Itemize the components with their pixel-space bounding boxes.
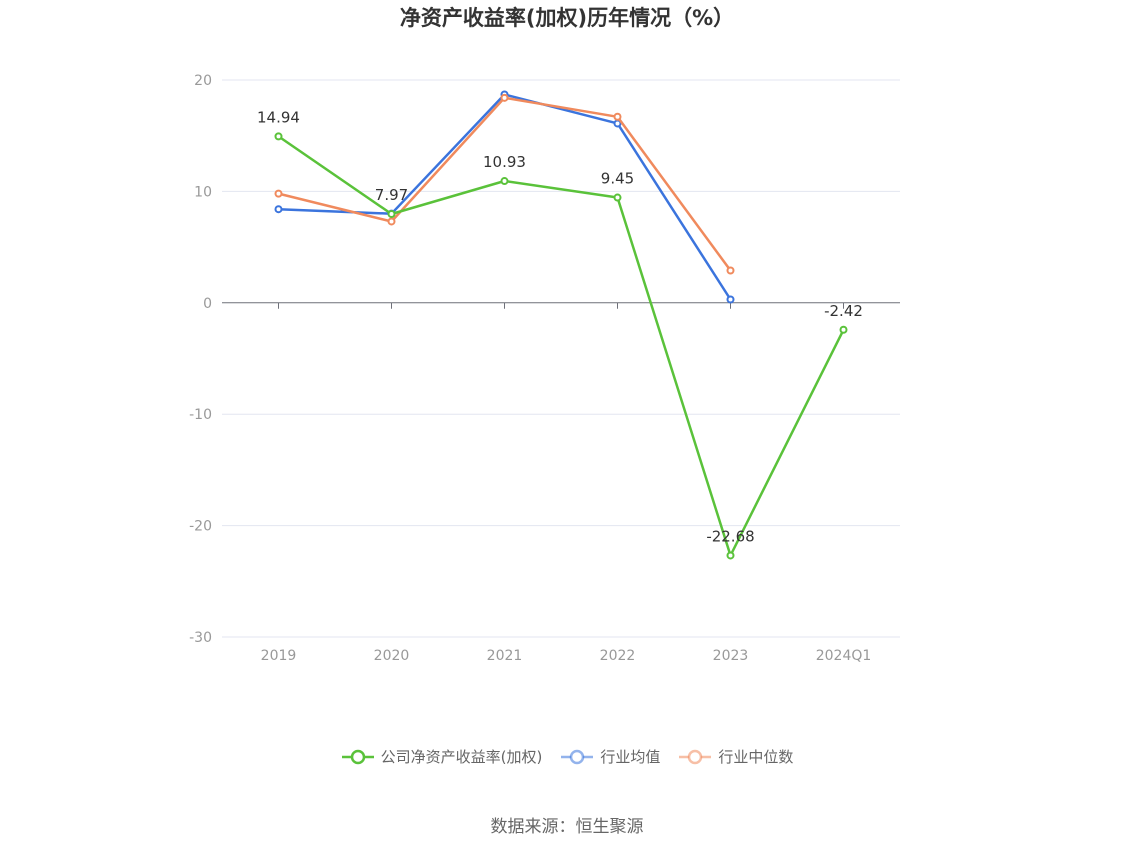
legend-item-1[interactable]: 行业均值 bbox=[560, 746, 660, 767]
y-tick-label: 0 bbox=[203, 296, 212, 312]
y-tick-label: -20 bbox=[189, 519, 212, 535]
data-label: -2.42 bbox=[824, 302, 863, 320]
data-label: -22.68 bbox=[706, 527, 754, 545]
series-line-1 bbox=[278, 93, 732, 301]
data-point[interactable] bbox=[726, 295, 735, 304]
data-point[interactable] bbox=[274, 189, 283, 198]
legend-line-circle-icon bbox=[341, 749, 374, 764]
legend: 公司净资产收益率(加权) 行业均值 行业中位数 bbox=[0, 746, 1134, 767]
data-label: 10.93 bbox=[483, 153, 526, 171]
grid-lines bbox=[222, 79, 900, 638]
legend-item-0[interactable]: 公司净资产收益率(加权) bbox=[341, 746, 543, 767]
data-label: 14.94 bbox=[257, 108, 300, 126]
y-tick-label: -30 bbox=[189, 630, 212, 646]
data-source: 数据来源：恒生聚源 bbox=[490, 817, 644, 837]
data-point[interactable] bbox=[613, 112, 622, 121]
data-point[interactable] bbox=[500, 93, 509, 102]
data-labels: 14.94 7.97 10.93 9.45 -22.68 -2.42 bbox=[257, 108, 863, 545]
x-tick-label: 2022 bbox=[600, 648, 636, 664]
legend-label: 行业中位数 bbox=[718, 748, 794, 766]
legend-label: 公司净资产收益率(加权) bbox=[380, 748, 543, 766]
legend-label: 行业均值 bbox=[600, 748, 661, 766]
data-label: 9.45 bbox=[601, 170, 634, 188]
data-point[interactable] bbox=[613, 193, 622, 202]
y-axis-ticks: 20 10 0 -10 -20 -30 bbox=[189, 73, 212, 646]
legend-line-circle-icon bbox=[561, 749, 594, 764]
x-tick-label: 2024Q1 bbox=[816, 648, 872, 664]
data-point[interactable] bbox=[274, 132, 283, 141]
x-tick-label: 2021 bbox=[487, 648, 523, 664]
series-lines bbox=[274, 90, 848, 560]
data-point[interactable] bbox=[500, 177, 509, 186]
x-axis: 2019 2020 2021 2022 2023 2024Q1 bbox=[222, 302, 900, 664]
data-point[interactable] bbox=[387, 210, 396, 219]
data-point[interactable] bbox=[387, 217, 396, 226]
y-tick-label: 10 bbox=[194, 184, 212, 200]
data-point[interactable] bbox=[839, 325, 848, 334]
legend-item-2[interactable]: 行业中位数 bbox=[678, 746, 793, 767]
data-point[interactable] bbox=[274, 205, 283, 214]
legend-line-circle-icon bbox=[679, 749, 712, 764]
y-tick-label: -10 bbox=[189, 407, 212, 423]
line-chart: 20 10 0 -10 -20 -30 2019 2020 2021 2022 2023 2024Q… bbox=[189, 73, 900, 664]
data-point[interactable] bbox=[726, 551, 735, 560]
chart-title: 净资产收益率(加权)历年情况（%） bbox=[399, 6, 735, 30]
data-point[interactable] bbox=[726, 266, 735, 275]
x-tick-label: 2019 bbox=[261, 648, 297, 664]
series-line-0 bbox=[277, 135, 845, 557]
y-tick-label: 20 bbox=[194, 73, 212, 89]
data-label: 7.97 bbox=[375, 186, 408, 204]
x-tick-label: 2023 bbox=[713, 648, 749, 664]
x-tick-label: 2020 bbox=[374, 648, 410, 664]
